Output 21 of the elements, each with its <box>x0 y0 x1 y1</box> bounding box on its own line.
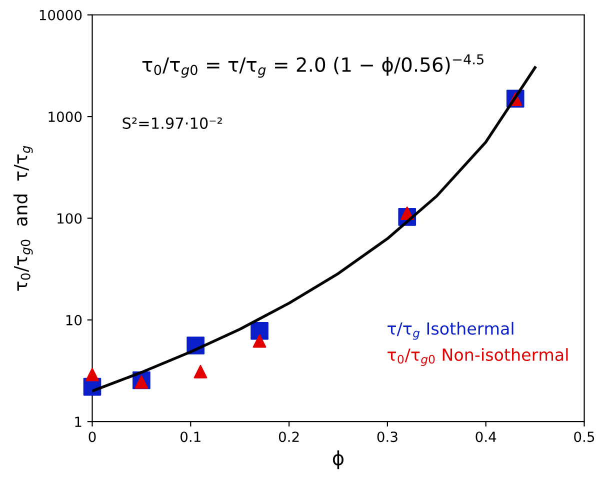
text: τ$_{0}$/τ$_{g0}$ Non-isothermal <box>388 348 568 366</box>
x-tick-label: 0.1 <box>180 432 200 442</box>
x-tick-label: 0.5 <box>574 432 594 442</box>
point <box>194 364 208 378</box>
y-tick-label: 1 <box>75 416 82 427</box>
x-tick-label: 0.3 <box>377 432 398 442</box>
x-tick-label: 0.4 <box>476 432 496 442</box>
point <box>86 368 99 382</box>
x-axis-title: ϕ <box>332 450 344 470</box>
point <box>252 334 266 348</box>
x-tick-label: 0.2 <box>278 432 299 442</box>
y-axis-title: τ$_{0}$/τ$_{g0}$ and τ/τ$_{g}$ <box>13 146 33 291</box>
x-tick-label: 0 <box>88 432 96 442</box>
text: τ/τ$_{g}$ Isothermal <box>388 322 514 340</box>
y-tick-label: 1000 <box>48 112 82 122</box>
point <box>250 322 268 340</box>
annotation: τ$_{0}$/τ$_{g0}$ = τ/τ$_{g}$ = 2.0 (1 − ϕ/0.56)$^{−4.5}$ <box>142 54 484 78</box>
y-tick-label: 10 <box>66 314 82 326</box>
y-tick-label: 10000 <box>40 10 82 20</box>
y-tick-label: 100 <box>58 213 82 224</box>
annotation: S²=1.97·10⁻² <box>122 117 222 129</box>
